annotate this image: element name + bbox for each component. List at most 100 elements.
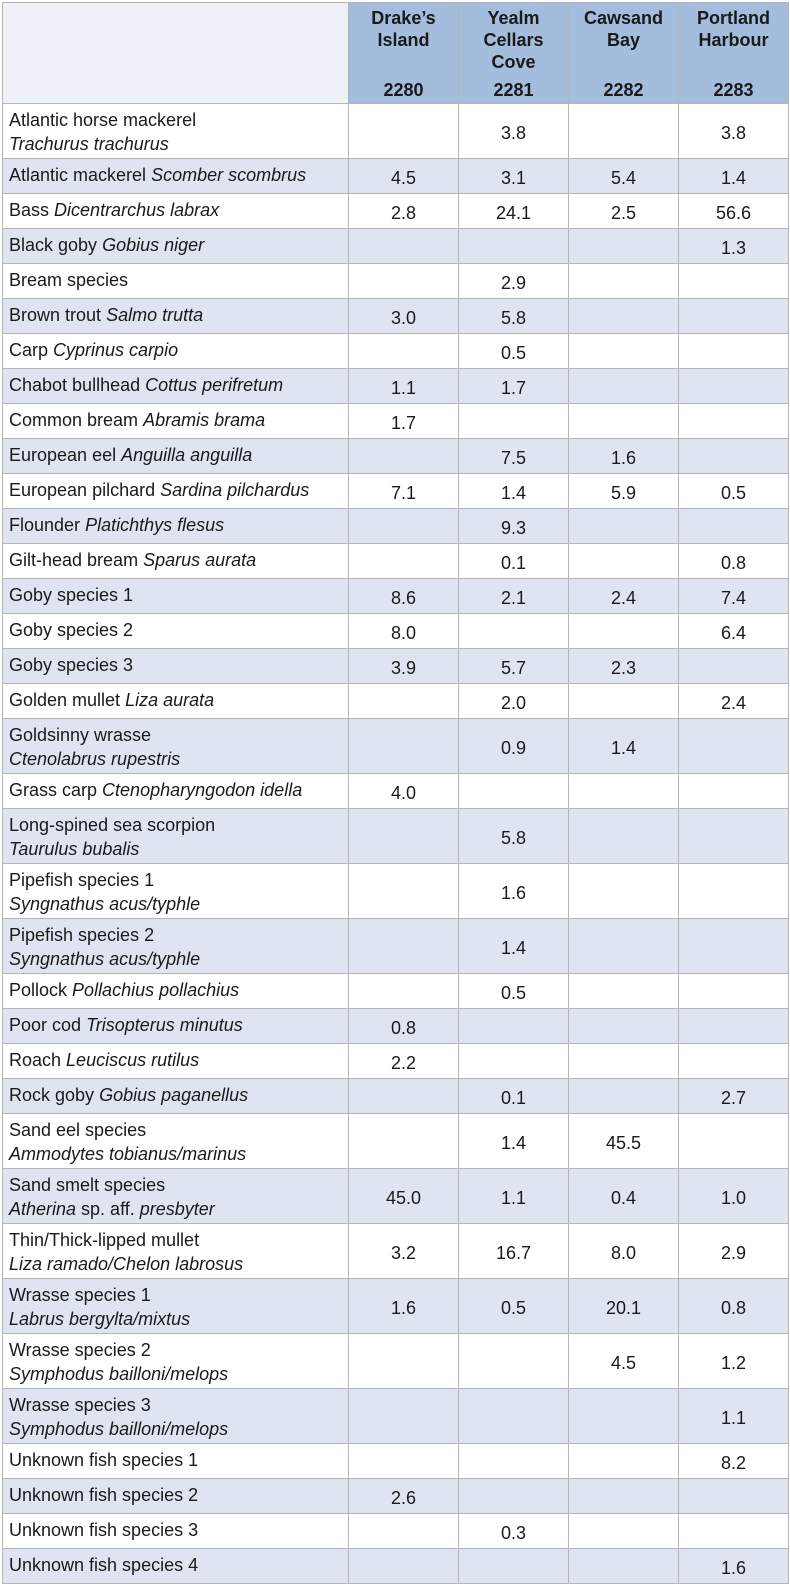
value-cell: 3.1 [458,158,569,194]
site-header-cell: Portland Harbour 2283 [678,2,789,104]
value-cell [458,1333,569,1389]
value-cell [348,508,459,544]
value-cell: 2.4 [678,683,789,719]
value-cell: 3.0 [348,298,459,334]
table-row: Sand eel species Ammodytes tobianus/marin… [2,1113,789,1169]
table-row: Roach Leuciscus rutilus 2.2 [2,1043,789,1079]
site-header-cell: Cawsand Bay 2282 [568,2,679,104]
scientific-name: Sparus aurata [143,550,257,570]
table-row: Long-spined sea scorpion Taurulus bubalis… [2,808,789,864]
value-cell [348,1443,459,1479]
table-row: Goby species 3 3.9 5.7 2.3 [2,648,789,684]
scientific-name: Symphodus bailloni/melops [9,1419,229,1439]
header-row: Drake’s Island 2280 Yealm Cellars Cove 2… [2,2,789,104]
table-row: Atlantic mackerel Scomber scombrus 4.5 3.1… [2,158,789,194]
value-cell [348,1333,459,1389]
value-cell: 7.5 [458,438,569,474]
scientific-name: Atherina [9,1199,77,1219]
species-name-cell: Wrasse species 2 Symphodus bailloni/melop… [2,1333,349,1389]
value-cell: 0.1 [458,543,569,579]
value-cell [348,1113,459,1169]
table-row: Unknown fish species 1 8.2 [2,1443,789,1479]
value-cell [348,918,459,974]
common-name: Unknown fish species 2 [9,1485,199,1505]
site-name: Portland Harbour [696,8,770,50]
site-code: 2283 [713,80,754,100]
common-name: Bream species [9,270,129,290]
value-cell [568,1478,679,1514]
value-cell [568,808,679,864]
value-cell: 1.6 [678,1548,789,1584]
value-cell: 5.4 [568,158,679,194]
scientific-name: Syngnathus acus/typhle [9,894,201,914]
common-name: Pipefish species 1 [9,870,155,890]
value-cell [348,1513,459,1549]
value-cell [568,1078,679,1114]
value-cell [678,508,789,544]
value-cell [568,773,679,809]
value-cell: 0.9 [458,718,569,774]
species-name-cell: Atlantic mackerel Scomber scombrus [2,158,349,194]
scientific-name: Leuciscus rutilus [66,1050,200,1070]
value-cell [348,438,459,474]
value-cell: 2.5 [568,193,679,229]
scientific-name-epithet: presbyter [139,1199,215,1219]
value-cell: 2.9 [678,1223,789,1279]
site-header-cell: Yealm Cellars Cove 2281 [458,2,569,104]
species-name-cell: Poor cod Trisopterus minutus [2,1008,349,1044]
value-cell [568,103,679,159]
value-cell [678,718,789,774]
common-name: Goldsinny wrasse [9,725,152,745]
value-cell: 1.7 [348,403,459,439]
scientific-name: Liza ramado/Chelon labrosus [9,1254,244,1274]
site-name: Cawsand Bay [583,8,664,50]
table-row: European eel Anguilla anguilla 7.5 1.6 [2,438,789,474]
value-cell: 7.4 [678,578,789,614]
common-name: Sand eel species [9,1120,147,1140]
species-name-cell: Unknown fish species 4 [2,1548,349,1584]
value-cell: 3.9 [348,648,459,684]
value-cell: 8.2 [678,1443,789,1479]
value-cell: 1.3 [678,228,789,264]
table-row: Poor cod Trisopterus minutus 0.8 [2,1008,789,1044]
table-row: Unknown fish species 4 1.6 [2,1548,789,1584]
table-row: European pilchard Sardina pilchardus 7.1 1… [2,473,789,509]
value-cell: 0.8 [348,1008,459,1044]
value-cell [678,808,789,864]
common-name: Common bream [9,410,139,430]
value-cell: 2.7 [678,1078,789,1114]
value-cell [348,543,459,579]
value-cell [568,1548,679,1584]
common-name: Chabot bullhead [9,375,141,395]
species-name-cell: Grass carp Ctenopharyngodon idella [2,773,349,809]
species-name-cell: Sand eel species Ammodytes tobianus/marin… [2,1113,349,1169]
site-name: Drake’s Island [371,8,436,50]
value-cell [678,863,789,919]
value-cell [458,1388,569,1444]
table-row: Pollock Pollachius pollachius 0.5 [2,973,789,1009]
scientific-name: Liza aurata [125,690,215,710]
species-name-cell: Golden mullet Liza aurata [2,683,349,719]
species-name-cell: Rock goby Gobius paganellus [2,1078,349,1114]
value-cell [678,1513,789,1549]
species-name-cell: Bream species [2,263,349,299]
value-cell: 2.1 [458,578,569,614]
value-cell: 1.4 [458,473,569,509]
value-cell [458,1478,569,1514]
value-cell: 1.2 [678,1333,789,1389]
value-cell [568,368,679,404]
value-cell: 20.1 [568,1278,679,1334]
table-row: Wrasse species 2 Symphodus bailloni/melop… [2,1333,789,1389]
value-cell: 2.3 [568,648,679,684]
species-name-cell: Goldsinny wrasse Ctenolabrus rupestris [2,718,349,774]
table-row: Thin/Thick-lipped mullet Liza ramado/Chel… [2,1223,789,1279]
value-cell [568,613,679,649]
value-cell [678,918,789,974]
species-name-cell: Flounder Platichthys flesus [2,508,349,544]
value-cell [678,1008,789,1044]
scientific-qualifier: sp. aff. [76,1199,140,1219]
value-cell [348,808,459,864]
common-name: Black goby [9,235,98,255]
value-cell [678,298,789,334]
value-cell: 9.3 [458,508,569,544]
